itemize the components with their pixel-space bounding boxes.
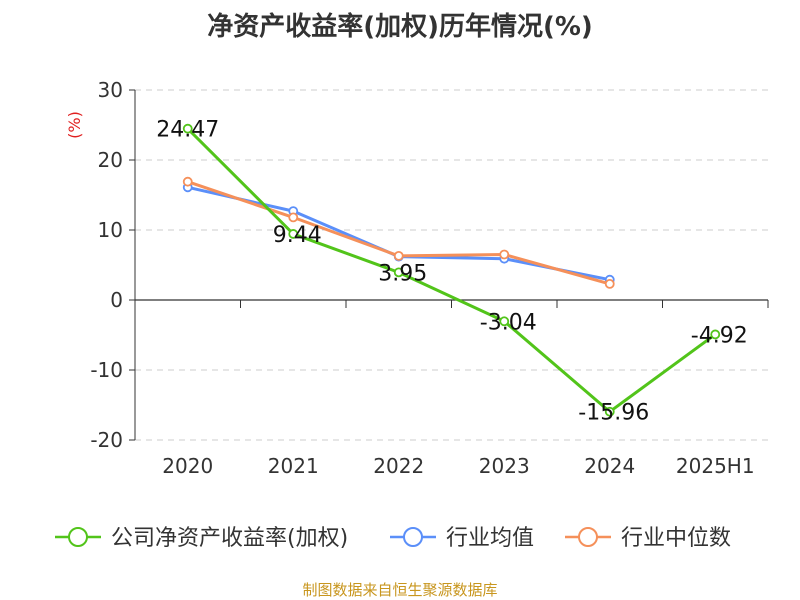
axes: -20 -10 0 10 20 30 2020 2021 2022 2023 2024 2025H1 bbox=[90, 78, 769, 478]
data-point bbox=[288, 229, 299, 239]
data-label: -3.04 bbox=[480, 310, 537, 335]
data-point bbox=[182, 123, 193, 134]
y-axis-unit: (%) bbox=[65, 111, 84, 139]
legend-marker bbox=[68, 527, 88, 547]
data-point bbox=[393, 267, 404, 278]
data-label: -15.96 bbox=[578, 401, 649, 426]
legend-label: 行业均值 bbox=[446, 526, 534, 551]
data-label: 9.44 bbox=[273, 223, 322, 248]
x-tick-label: 2023 bbox=[479, 454, 530, 478]
data-label: 24.47 bbox=[156, 118, 219, 143]
data-point bbox=[604, 278, 615, 289]
data-point bbox=[182, 176, 193, 187]
x-tick-label: 2024 bbox=[584, 454, 635, 478]
x-tick-label: 2021 bbox=[268, 454, 319, 478]
data-label: 3.95 bbox=[378, 261, 427, 286]
legend-marker bbox=[578, 527, 598, 547]
series-lines bbox=[182, 123, 721, 417]
x-tick-label: 2020 bbox=[162, 454, 213, 478]
y-tick-label: -10 bbox=[90, 358, 123, 382]
source-note: 制图数据来自恒生聚源数据库 bbox=[302, 581, 497, 599]
legend-label: 行业中位数 bbox=[621, 526, 731, 551]
y-tick-label: 30 bbox=[98, 78, 123, 102]
data-point bbox=[604, 406, 615, 417]
legend: 公司净资产收益率(加权) 行业均值 行业中位数 bbox=[55, 526, 731, 551]
gridlines bbox=[135, 89, 768, 441]
data-point bbox=[499, 316, 510, 327]
data-point bbox=[288, 212, 299, 223]
y-tick-label: 10 bbox=[98, 218, 123, 242]
x-tick-label: 2025H1 bbox=[676, 454, 755, 478]
data-label: -4.92 bbox=[691, 323, 748, 348]
y-tick-label: 20 bbox=[98, 148, 123, 172]
y-tick-label: 0 bbox=[110, 288, 123, 312]
y-tick-label: -20 bbox=[90, 428, 123, 452]
data-point bbox=[710, 329, 721, 340]
chart-title: 净资产收益率(加权)历年情况(%) bbox=[207, 11, 593, 42]
data-point bbox=[393, 250, 404, 261]
data-labels: 24.47 9.44 3.95 -3.04 -15.96 -4.92 bbox=[156, 118, 747, 426]
legend-label: 公司净资产收益率(加权) bbox=[111, 526, 348, 551]
legend-marker bbox=[403, 527, 423, 547]
series-line bbox=[186, 127, 717, 414]
x-tick-label: 2022 bbox=[373, 454, 424, 478]
data-point bbox=[499, 249, 510, 260]
